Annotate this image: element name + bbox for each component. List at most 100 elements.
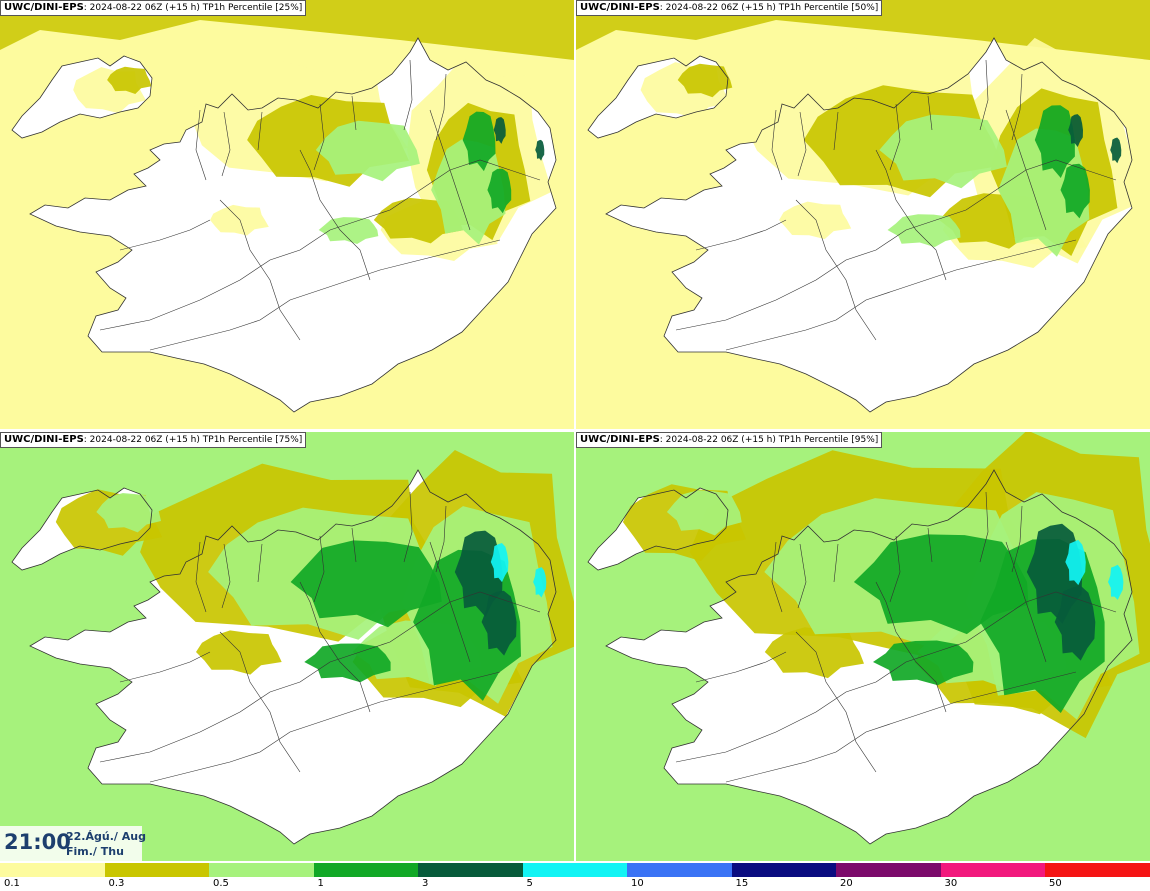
road-line <box>119 219 211 251</box>
road-line <box>257 111 263 151</box>
legend-swatch <box>836 863 941 877</box>
road-line <box>675 159 1117 331</box>
valid-time: 21:00 <box>4 830 71 854</box>
road-line <box>725 671 1077 783</box>
precip-contour <box>677 63 733 98</box>
coastline <box>605 37 1133 413</box>
legend-label: 30 <box>944 878 958 889</box>
road-line <box>771 109 783 181</box>
map-panel-3: UWC/DINI-EPS: 2024-08-22 06Z (+15 h) TP1… <box>0 432 574 861</box>
road-line <box>299 149 371 281</box>
legend-label: 1 <box>317 878 324 889</box>
panel-run: : 2024-08-22 06Z (+15 h) <box>83 435 200 445</box>
precip-contour <box>1065 539 1086 586</box>
road-line <box>195 541 207 613</box>
road-line <box>149 239 501 351</box>
precip-map <box>576 0 1150 429</box>
road-line <box>299 581 371 713</box>
legend-label: 0.5 <box>213 878 229 889</box>
coastline <box>29 37 557 413</box>
road-line <box>695 651 787 683</box>
legend-swatch <box>627 863 732 877</box>
road-line <box>1005 541 1047 663</box>
road-line <box>351 527 357 563</box>
legend-label: 0.1 <box>4 878 20 889</box>
legend-label: 15 <box>735 878 749 889</box>
road-line <box>1011 505 1023 573</box>
road-line <box>795 631 877 773</box>
precip-contour <box>196 630 282 675</box>
road-line <box>221 543 231 609</box>
precip-contour <box>487 168 512 214</box>
precip-contour <box>493 117 506 144</box>
precip-contour <box>290 540 442 628</box>
road-line <box>219 199 301 341</box>
road-line <box>797 111 807 177</box>
valid-time-box: 21:00 22.Ágú./ Aug Fim./ Thu <box>0 826 146 862</box>
panel-title: UWC/DINI-EPS: 2024-08-22 06Z (+15 h) TP1… <box>576 432 883 448</box>
road-line <box>221 111 231 177</box>
precip-contour <box>318 217 379 244</box>
legend-swatch <box>418 863 523 877</box>
road-line <box>403 59 413 131</box>
legend-label: 0.3 <box>108 878 125 889</box>
coastline <box>587 487 729 571</box>
road-line <box>889 535 901 603</box>
precip-contour <box>490 543 509 583</box>
valid-day: Fim./ Thu <box>66 845 124 858</box>
road-line <box>795 199 877 341</box>
road-line <box>435 505 447 573</box>
road-line <box>313 535 325 603</box>
precip-contour <box>96 493 161 533</box>
precip-contour <box>304 643 391 683</box>
coastline <box>11 55 153 139</box>
road-line <box>99 591 541 763</box>
road-line <box>219 631 301 773</box>
precip-contour <box>1060 163 1090 219</box>
panel-field: TP1h Percentile [95%] <box>778 435 879 445</box>
road-line <box>435 73 447 141</box>
road-line <box>257 543 263 583</box>
panel-source: UWC/DINI-EPS <box>580 2 660 13</box>
panel-title: UWC/DINI-EPS: 2024-08-22 06Z (+15 h) TP1… <box>576 0 883 16</box>
panel-field: TP1h Percentile [75%] <box>202 435 303 445</box>
road-line <box>797 543 807 609</box>
legend-swatch <box>1045 863 1150 877</box>
legend-label: 5 <box>526 878 533 889</box>
legend-swatch <box>209 863 314 877</box>
road-line <box>1005 109 1047 231</box>
road-line <box>979 491 989 563</box>
precip-map <box>0 0 574 429</box>
road-line <box>99 159 541 331</box>
road-line <box>979 59 989 131</box>
legend-label: 50 <box>1049 878 1062 889</box>
precip-contour <box>481 590 517 656</box>
road-line <box>889 103 901 171</box>
precip-contour <box>1108 564 1124 600</box>
panel-field: TP1h Percentile [25%] <box>202 3 303 13</box>
road-line <box>351 95 357 131</box>
legend-swatch <box>731 863 837 877</box>
precip-contour <box>533 567 547 598</box>
legend-label: 10 <box>631 878 644 889</box>
road-line <box>771 541 783 613</box>
coastline <box>587 55 729 139</box>
road-line <box>1011 73 1023 141</box>
panel-title: UWC/DINI-EPS: 2024-08-22 06Z (+15 h) TP1… <box>0 432 307 448</box>
legend-label: 3 <box>422 878 429 889</box>
precip-contour <box>764 627 864 679</box>
legend-swatch <box>0 863 105 877</box>
precip-contour <box>1054 585 1096 661</box>
legend-label: 20 <box>840 878 853 889</box>
road-line <box>675 591 1117 763</box>
panel-field: TP1h Percentile [50%] <box>778 3 879 13</box>
precip-contour <box>779 201 852 240</box>
precip-contour <box>315 120 420 182</box>
panel-source: UWC/DINI-EPS <box>4 2 84 13</box>
panel-title: UWC/DINI-EPS: 2024-08-22 06Z (+15 h) TP1… <box>0 0 307 16</box>
map-panel-4: UWC/DINI-EPS: 2024-08-22 06Z (+15 h) TP1… <box>576 432 1150 861</box>
road-line <box>875 149 947 281</box>
panel-run: : 2024-08-22 06Z (+15 h) <box>659 435 776 445</box>
road-line <box>429 541 471 663</box>
precip-contour <box>1034 105 1075 178</box>
